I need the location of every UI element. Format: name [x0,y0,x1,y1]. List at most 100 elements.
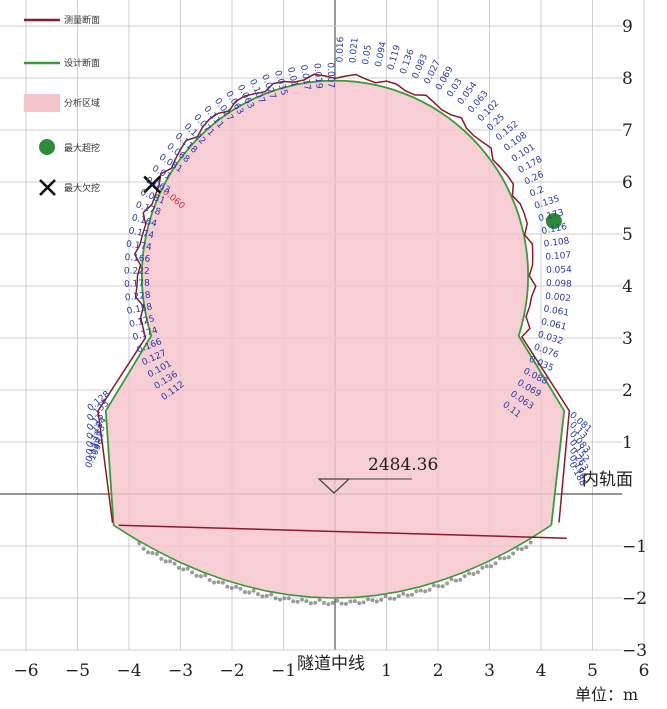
invert-scan-point [497,556,502,561]
invert-scan-point [326,602,331,607]
measured-profile [97,73,571,523]
invert-scan-point [361,600,366,605]
invert-scan-point [172,561,177,566]
invert-scan-point [388,596,392,601]
deviation-label: 0.061 [543,305,570,319]
x-tick-label: −1 [271,661,296,681]
deviation-label: 0.054 [546,265,572,275]
invert-scan-point [357,601,362,606]
invert-scan-point [304,599,309,604]
invert-scan-point [489,564,494,569]
invert-scan-point [431,583,436,588]
invert-scan-point [405,593,410,598]
deviation-label: 0.158 [126,302,153,317]
x-tick-label: 3 [484,661,495,681]
invert-scan-point [370,598,375,603]
deviation-label: 0.116 [541,222,568,237]
legend-underbreak-cross [39,179,56,196]
invert-scan-point [335,598,340,603]
x-tick-label: −3 [168,661,193,681]
analysis-area [105,80,565,599]
y-tick-label: 5 [622,225,633,245]
deviation-label: 0.2 [529,185,546,200]
invert-scan-point [190,570,195,575]
legend-measured-label: 测量断面 [64,14,100,26]
rail-marker: 2484.36 内轨面 [317,455,633,494]
invert-scan-point [229,586,234,591]
y-tick-label: 3 [622,329,633,349]
invert-scan-point [198,574,203,579]
legend-overbreak-dot [39,139,55,155]
y-tick-label: 7 [622,121,633,141]
invert-scan-point [379,597,384,602]
invert-scan-point [449,577,454,582]
legend: 测量断面 设计断面 分析区域 最大超挖 最大欠挖 [24,14,100,196]
invert-scan-point [150,551,155,555]
y-tick-label: 4 [622,277,633,297]
deviation-label: 0.05 [361,44,374,65]
x-axis-label: 隧道中线 [297,654,365,674]
max-overbreak-marker [545,213,562,229]
invert-scan-point [423,589,428,594]
measured-base-line [118,524,567,539]
invert-scan-point [251,588,256,593]
y-tick-label: −2 [622,589,647,609]
legend-area-label: 分析区域 [64,97,100,109]
invert-scan-point [163,559,168,564]
invert-scan-point [396,594,401,599]
rail-label: 内轨面 [582,470,633,490]
invert-scan-point [317,597,322,602]
invert-scan-point [458,577,463,582]
invert-scan-point [322,600,326,605]
invert-scan-point [414,589,419,594]
invert-scan-point [440,584,445,589]
invert-scan-point [515,546,520,551]
invert-scan-point [295,599,300,604]
axis-tick-labels: −6 −5 −4 −3 −2 −1 1 2 3 4 5 6 9 8 7 6 5 4 3 2 1 −1 −2 −3 [13,17,649,681]
invert-scan-point [519,547,524,552]
invert-scan-point [471,572,476,576]
invert-scan-point [269,592,274,597]
deviation-label: 0.166 [124,253,151,265]
invert-scan-point [401,591,406,596]
invert-scan-point [181,567,186,572]
deviation-label: 0.016 [335,36,346,62]
invert-scan-point [146,550,151,555]
invert-scan-point [220,580,225,585]
invert-scan-point [194,573,199,578]
invert-scan-point [480,565,485,570]
invert-scan-point [427,587,432,592]
invert-scan-point [484,564,489,569]
x-tick-label: −4 [116,661,141,681]
invert-scan-point [475,570,480,575]
invert-scan-point [168,559,173,564]
invert-scan-point [203,573,208,578]
design-profile-arch [104,79,566,526]
y-tick-label: −3 [622,641,647,661]
underbreak-cross-stroke [143,175,162,194]
invert-scan-point [506,555,511,560]
max-underbreak-marker [143,175,162,194]
invert-scan-point [256,592,260,597]
invert-scan-point [300,597,304,602]
invert-scan-point [225,584,230,589]
x-tick-label: −6 [13,661,38,681]
y-tick-label: 6 [622,173,633,193]
legend-design-label: 设计断面 [64,57,100,69]
deviation-label: 0.108 [543,236,570,249]
invert-scan-point [247,590,252,595]
invert-scan-point [344,601,348,606]
invert-scan-point [242,590,247,595]
invert-scan-point [176,565,181,570]
deviation-label: 0.007 [325,62,336,88]
invert-scan-point [436,584,441,589]
invert-scan-point [291,599,296,604]
deviation-label: 0.107 [545,251,571,263]
deviation-label: 0.002 [545,292,572,305]
invert-scan-point [330,600,335,605]
invert-scan-point [286,596,291,601]
invert-scan-point [374,599,379,604]
invert-scan-point [273,596,278,601]
deviation-label: 0.222 [124,267,150,277]
invert-scan-point [185,566,190,571]
